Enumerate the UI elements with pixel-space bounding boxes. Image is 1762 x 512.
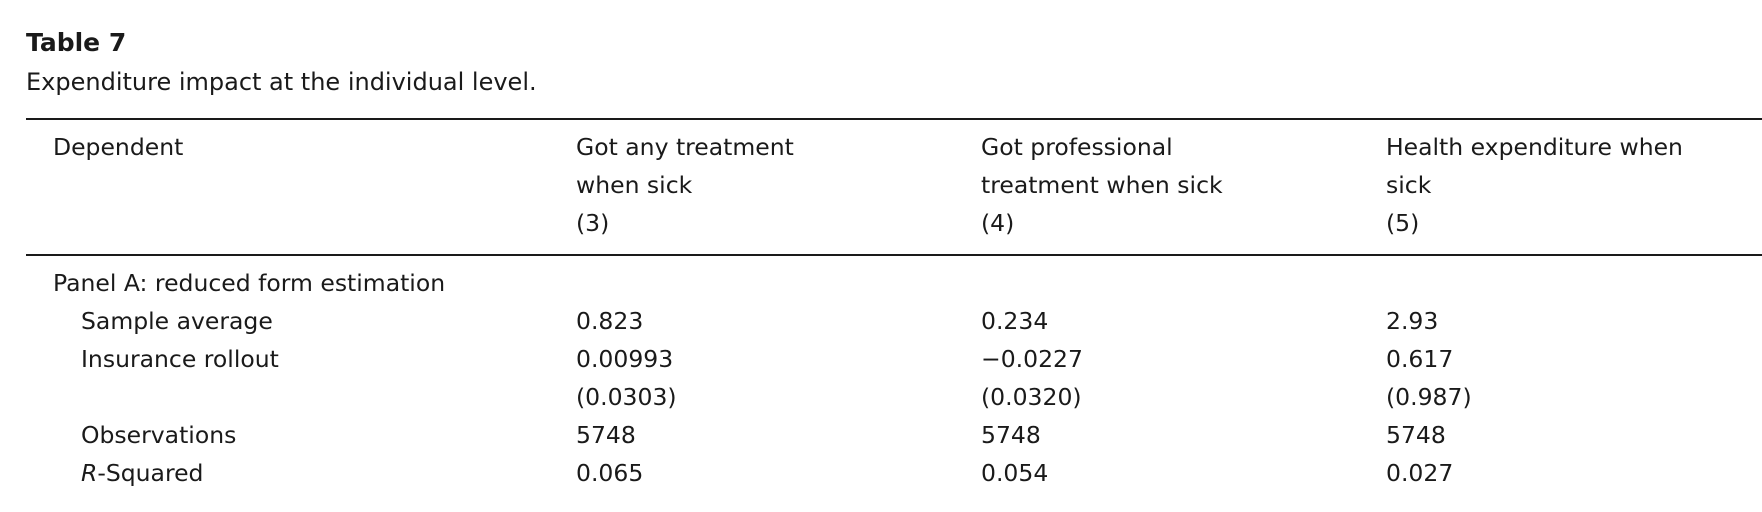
header-column-4-number: (4) <box>981 209 1015 237</box>
cell-value: 0.823 <box>576 307 644 335</box>
cell-value: 5748 <box>576 421 636 449</box>
table-caption: Expenditure impact at the individual lev… <box>26 68 537 96</box>
row-label: Observations <box>81 421 237 449</box>
cell-value: (0.0303) <box>576 383 677 411</box>
cell-value: (0.0320) <box>981 383 1082 411</box>
header-dependent-label: Dependent <box>53 133 184 161</box>
cell-value: 0.027 <box>1386 459 1454 487</box>
header-dependent: Dependent <box>53 128 183 166</box>
header-column-5-number: (5) <box>1386 209 1420 237</box>
panel-a-label: Panel A: reduced form estimation <box>53 269 446 297</box>
header-column-3-line2: when sick <box>576 171 693 199</box>
table-title: Table 7 <box>26 28 127 57</box>
cell-value: 0.617 <box>1386 345 1454 373</box>
cell-value: (0.987) <box>1386 383 1472 411</box>
header-column-4: Got professional treatment when sick (4) <box>981 128 1223 242</box>
header-column-3-line1: Got any treatment <box>576 133 794 161</box>
cell-value: 5748 <box>1386 421 1446 449</box>
cell-value: 0.054 <box>981 459 1049 487</box>
header-column-4-line1: Got professional <box>981 133 1173 161</box>
header-column-3-number: (3) <box>576 209 610 237</box>
cell-value: 2.93 <box>1386 307 1439 335</box>
header-column-3: Got any treatment when sick (3) <box>576 128 794 242</box>
row-label: Sample average <box>81 307 273 335</box>
row-label-italic: R <box>81 459 98 487</box>
row-label: Insurance rollout <box>81 345 279 373</box>
cell-value: 0.234 <box>981 307 1049 335</box>
header-rule <box>26 254 1762 256</box>
row-label-rest: -Squared <box>97 459 204 487</box>
top-rule <box>26 118 1762 120</box>
row-label: R-Squared <box>81 454 203 492</box>
cell-value: 0.00993 <box>576 345 674 373</box>
cell-value: 5748 <box>981 421 1041 449</box>
header-column-5: Health expenditure when sick (5) <box>1386 128 1683 242</box>
header-column-5-line1: Health expenditure when <box>1386 133 1683 161</box>
cell-value: −0.0227 <box>981 345 1083 373</box>
cell-value: 0.065 <box>576 459 644 487</box>
header-column-5-line2: sick <box>1386 171 1432 199</box>
header-column-4-line2: treatment when sick <box>981 171 1223 199</box>
